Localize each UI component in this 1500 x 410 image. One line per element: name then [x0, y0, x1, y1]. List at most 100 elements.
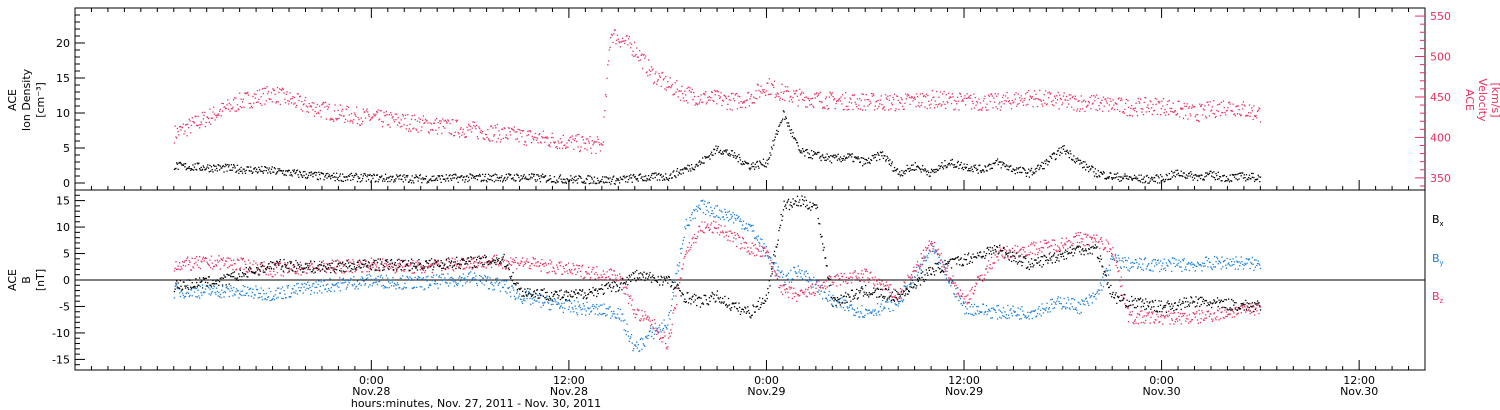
ion-density-point	[753, 166, 755, 168]
by-point	[657, 332, 659, 334]
by-point	[1139, 257, 1141, 259]
velocity-point	[467, 123, 470, 125]
bz-point	[230, 264, 232, 266]
by-point	[805, 270, 807, 272]
by-point	[762, 250, 765, 252]
by-point	[421, 286, 423, 288]
velocity-point	[1039, 99, 1042, 101]
by-point	[1126, 260, 1128, 262]
ion-density-point	[282, 170, 284, 172]
by-point	[1251, 263, 1253, 265]
by-point	[617, 307, 619, 310]
by-point	[1099, 289, 1101, 291]
velocity-point	[960, 95, 962, 98]
ion-density-point	[688, 165, 690, 167]
velocity-point	[864, 99, 866, 101]
ion-density-point	[773, 144, 775, 146]
ion-density-point	[905, 170, 907, 172]
velocity-point	[1091, 103, 1093, 105]
ion-density-point	[725, 149, 727, 151]
by-point	[284, 293, 286, 295]
bz-point	[178, 268, 180, 270]
by-point	[810, 287, 813, 289]
bz-point	[468, 267, 470, 269]
velocity-point	[574, 138, 576, 140]
velocity-point	[773, 86, 775, 88]
by-point	[414, 276, 416, 279]
ion-density-point	[201, 169, 203, 171]
by-point	[947, 279, 949, 282]
by-point	[553, 300, 555, 303]
velocity-point	[878, 105, 880, 108]
ion-density-point	[196, 162, 198, 164]
velocity-point	[1133, 109, 1136, 112]
by-point	[523, 298, 525, 300]
by-point	[842, 306, 845, 309]
velocity-point	[1148, 107, 1150, 109]
by-point	[346, 286, 348, 288]
velocity-point	[710, 91, 713, 93]
ion-density-point	[726, 149, 728, 151]
by-point	[800, 276, 802, 278]
by-point	[1158, 262, 1160, 264]
bz-point	[229, 258, 231, 260]
bottom-left-tick-label: 15	[56, 195, 70, 208]
bz-point	[187, 264, 190, 266]
by-point	[650, 335, 653, 337]
bottom-left-tick-label: 0	[63, 274, 70, 287]
by-point	[661, 322, 663, 324]
ion-density-point	[285, 174, 287, 177]
ion-density-point	[1179, 175, 1182, 177]
velocity-point	[1219, 103, 1221, 105]
by-point	[822, 298, 824, 300]
velocity-point	[409, 123, 411, 125]
velocity-point	[1092, 102, 1094, 104]
velocity-point	[639, 50, 641, 52]
by-point	[1220, 268, 1222, 270]
velocity-point	[730, 93, 733, 95]
ion-density-point	[1256, 178, 1259, 180]
velocity-point	[1049, 93, 1051, 95]
ion-density-point	[453, 177, 456, 179]
by-point	[412, 287, 414, 290]
by-point	[681, 247, 683, 250]
velocity-point	[477, 138, 479, 140]
bz-point	[231, 264, 233, 266]
by-point	[446, 282, 448, 284]
ion-density-point	[399, 175, 401, 177]
bz-point	[359, 261, 361, 263]
velocity-point	[1217, 110, 1219, 113]
velocity-point	[1025, 104, 1028, 106]
ion-density-point	[381, 175, 383, 177]
by-point	[471, 278, 473, 280]
by-point	[298, 287, 300, 289]
ion-density-point	[218, 164, 220, 166]
by-point	[838, 301, 840, 303]
velocity-point	[586, 149, 588, 151]
ion-density-point	[1036, 165, 1039, 167]
velocity-point	[1073, 109, 1075, 111]
by-point	[1015, 314, 1017, 317]
velocity-point	[544, 141, 546, 143]
ion-density-point	[785, 116, 787, 118]
by-point	[864, 314, 866, 316]
by-point	[620, 320, 622, 322]
ion-density-point	[773, 139, 776, 141]
by-point	[468, 272, 470, 274]
by-point	[796, 275, 799, 278]
ion-density-point	[1169, 178, 1171, 180]
ion-density-point	[305, 173, 307, 175]
velocity-point	[361, 123, 363, 125]
ion-density-point	[816, 153, 818, 155]
ion-density-point	[626, 175, 628, 178]
velocity-point	[983, 98, 985, 100]
ion-density-point	[1189, 175, 1191, 177]
ion-density-point	[785, 117, 787, 120]
ion-density-point	[519, 180, 521, 182]
velocity-point	[821, 101, 823, 103]
by-point	[584, 308, 586, 310]
velocity-point	[1253, 115, 1256, 117]
by-point	[647, 337, 649, 340]
by-point	[263, 293, 265, 295]
bz-point	[365, 260, 367, 262]
